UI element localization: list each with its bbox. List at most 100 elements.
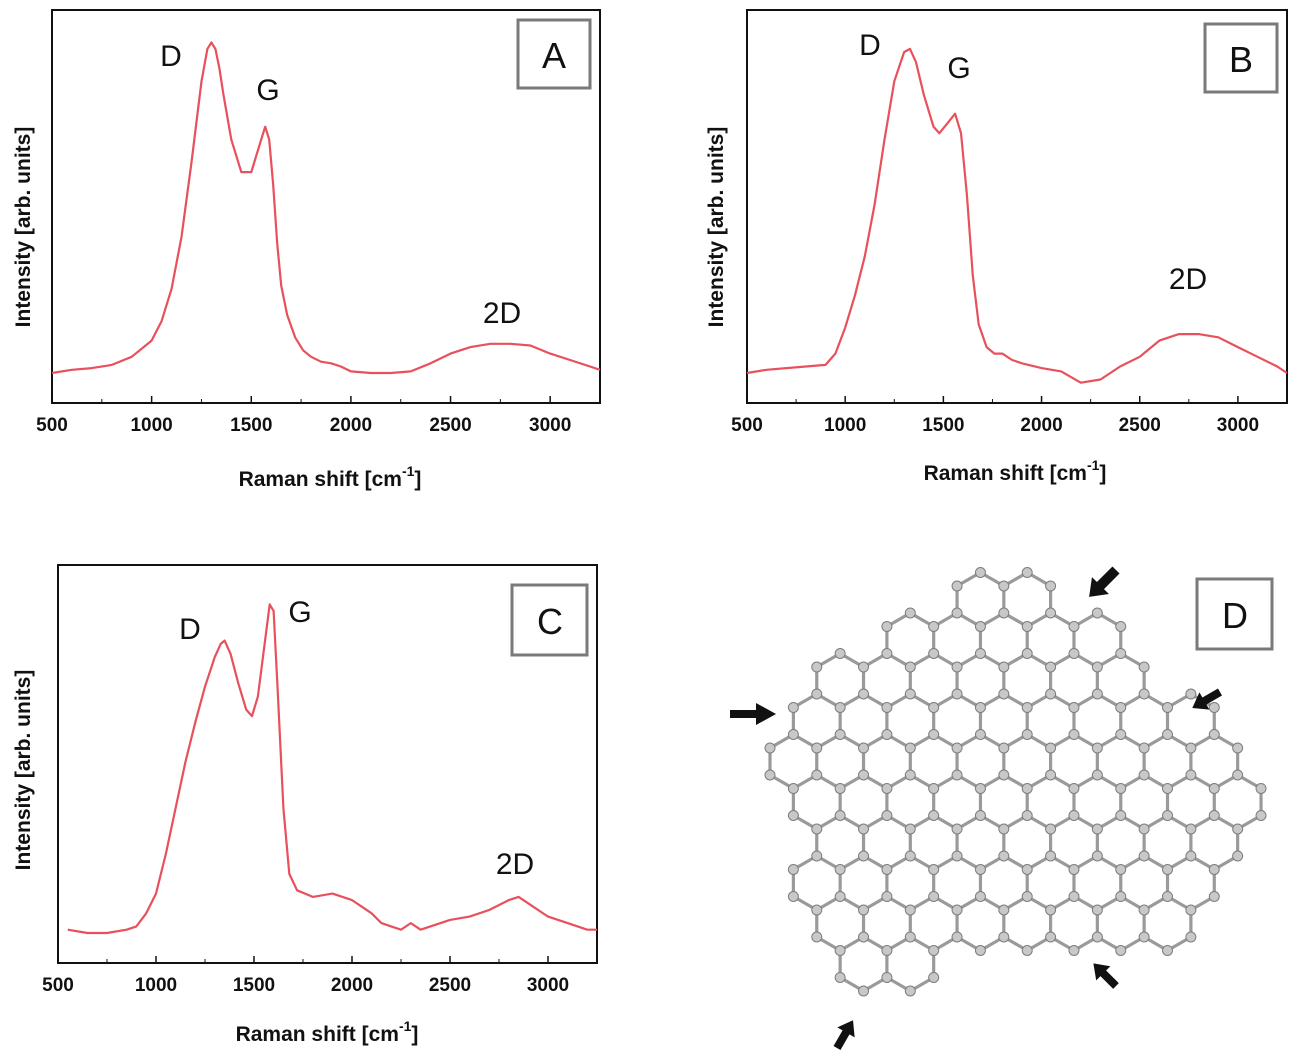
carbon-atom (1021, 783, 1033, 794)
graphene-lattice (764, 567, 1267, 997)
x-tick-label: 1000 (130, 415, 172, 436)
edge-arrow-icon (730, 703, 776, 725)
carbon-atom (928, 621, 940, 632)
panel-d-graphene-illustration: D (730, 566, 1274, 1050)
carbon-atom (811, 688, 823, 700)
carbon-atom (1208, 864, 1220, 875)
carbon-atom (1091, 850, 1103, 862)
carbon-atom (1068, 621, 1080, 632)
carbon-atom (834, 891, 846, 902)
peak-label-2d: 2D (1169, 263, 1207, 296)
carbon-atom (881, 648, 893, 659)
edge-arrow-icon (1192, 688, 1222, 710)
carbon-atom (1162, 729, 1174, 740)
x-axis-title: Raman shift [cm-1] (236, 1018, 419, 1046)
carbon-atom (1068, 891, 1080, 902)
x-axis-title: Raman shift [cm-1] (924, 457, 1107, 485)
carbon-atom (904, 661, 916, 673)
carbon-atom (1185, 931, 1197, 943)
carbon-atom (787, 864, 799, 875)
x-tick-label: 500 (36, 415, 68, 436)
carbon-atom (974, 702, 986, 713)
x-tick-label: 1500 (233, 975, 275, 996)
carbon-atom (1232, 823, 1244, 835)
x-tick-label: 500 (731, 415, 763, 436)
carbon-atom (951, 688, 963, 700)
carbon-atom (811, 931, 823, 943)
carbon-atom (1255, 783, 1267, 794)
carbon-atom (858, 688, 870, 700)
carbon-atom (1208, 702, 1220, 713)
carbon-atom (1091, 688, 1103, 700)
carbon-atom (951, 931, 963, 943)
carbon-atom (928, 729, 940, 740)
carbon-atom (1138, 823, 1150, 835)
carbon-atom (1232, 850, 1244, 862)
carbon-atom (998, 904, 1010, 916)
panel-b: 500 1000 1500 2000 2500 3000 Intensity [arb. … (705, 9, 1288, 485)
carbon-atom (1115, 702, 1127, 713)
carbon-atom (1162, 945, 1174, 956)
carbon-atom (951, 580, 963, 592)
carbon-atom (1021, 891, 1033, 902)
carbon-atom (1068, 702, 1080, 713)
carbon-atom (858, 904, 870, 916)
carbon-atom (951, 850, 963, 862)
carbon-atom (1045, 904, 1057, 916)
x-tick-label: 1500 (230, 415, 272, 436)
carbon-atom (1138, 904, 1150, 916)
carbon-atom (858, 850, 870, 862)
x-tick-label: 2000 (330, 415, 372, 436)
carbon-atom (928, 648, 940, 659)
carbon-atom (974, 567, 986, 578)
carbon-atom (881, 810, 893, 821)
carbon-atom (834, 972, 846, 983)
carbon-atom (811, 769, 823, 781)
carbon-atom (858, 661, 870, 673)
carbon-atom (858, 823, 870, 835)
carbon-atom (951, 904, 963, 916)
x-tick-label: 500 (42, 975, 74, 996)
carbon-atom (1021, 945, 1033, 956)
carbon-atom (881, 729, 893, 740)
carbon-atom (787, 783, 799, 794)
panel-letter: B (1229, 39, 1253, 80)
edge-arrow-icon (1089, 566, 1120, 597)
carbon-atom (881, 945, 893, 956)
carbon-atom (1185, 823, 1197, 835)
peak-label-g: G (256, 74, 279, 107)
carbon-atom (1138, 661, 1150, 673)
carbon-atom (1208, 729, 1220, 740)
carbon-atom (904, 742, 916, 754)
carbon-atom (951, 661, 963, 673)
edge-arrow-icon (833, 1020, 855, 1050)
carbon-atom (834, 783, 846, 794)
carbon-atom (858, 742, 870, 754)
carbon-atom (1138, 742, 1150, 754)
carbon-atom (904, 850, 916, 862)
carbon-atom (1045, 688, 1057, 700)
carbon-atom (1021, 729, 1033, 740)
carbon-atom (974, 810, 986, 821)
carbon-atom (834, 648, 846, 659)
carbon-atom (974, 783, 986, 794)
carbon-atom (881, 702, 893, 713)
carbon-atom (974, 945, 986, 956)
carbon-atom (1091, 769, 1103, 781)
carbon-atom (1045, 607, 1057, 619)
carbon-atom (1021, 648, 1033, 659)
carbon-atom (998, 769, 1010, 781)
carbon-atom (998, 688, 1010, 700)
carbon-atom (1068, 648, 1080, 659)
panel-letter-box (516, 18, 592, 90)
carbon-atom (858, 769, 870, 781)
carbon-atom (1208, 783, 1220, 794)
carbon-atom (1208, 891, 1220, 902)
carbon-atom (811, 742, 823, 754)
carbon-atom (904, 931, 916, 943)
carbon-atom (1208, 810, 1220, 821)
x-tick-label: 1500 (922, 415, 964, 436)
carbon-atom (951, 742, 963, 754)
carbon-atom (1232, 742, 1244, 754)
